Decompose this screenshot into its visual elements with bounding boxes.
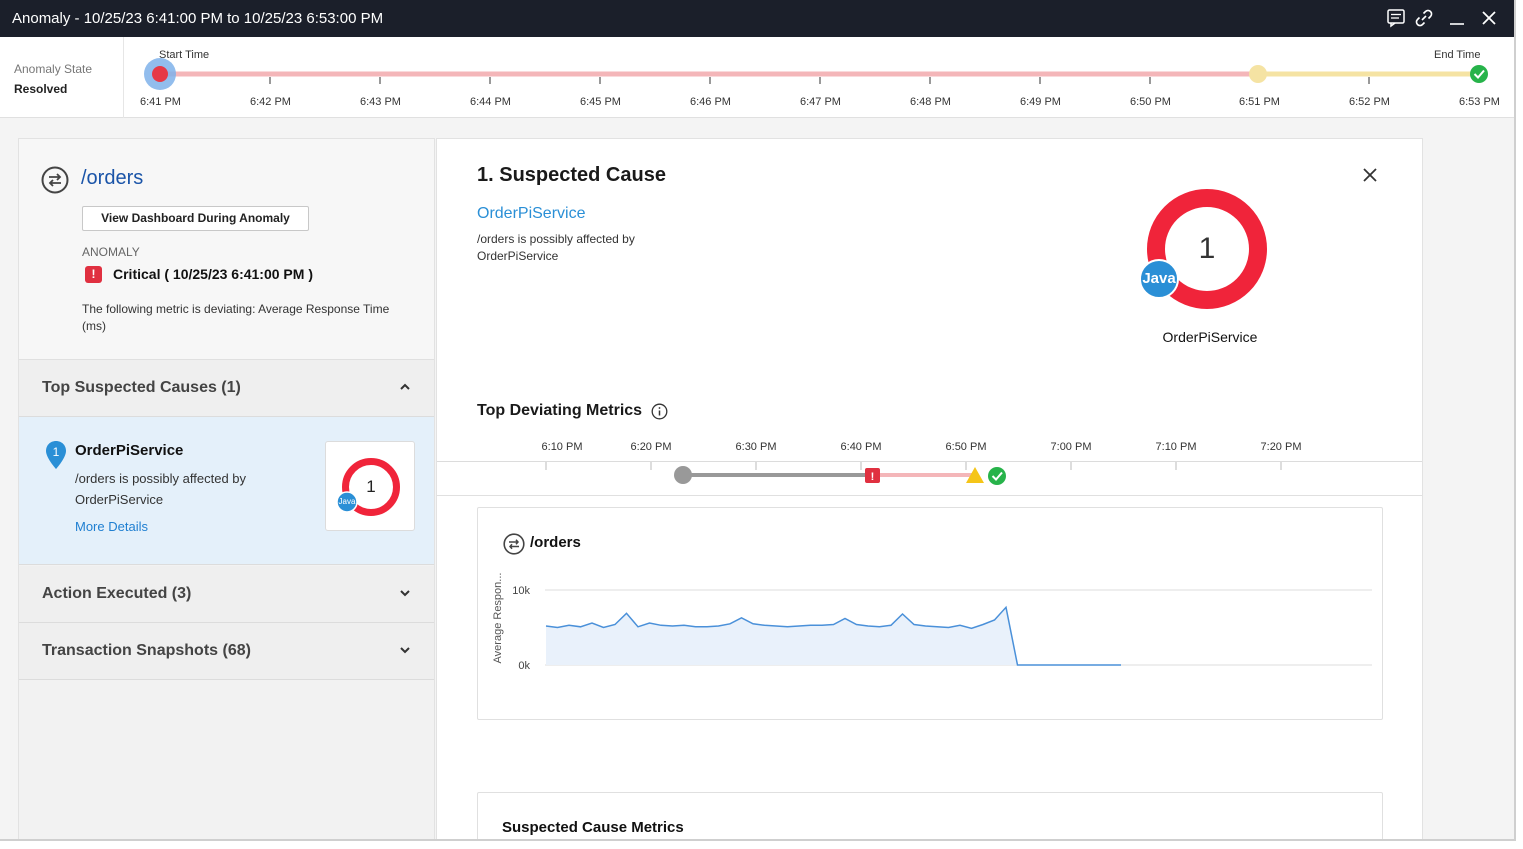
critical-marker [865,468,880,483]
top-deviating-metrics-title: Top Deviating Metrics [477,402,643,419]
service-donut-label: OrderPiService [1162,329,1258,345]
section-label: Action Executed (3) [42,585,192,602]
close-icon[interactable] [1361,166,1379,184]
top-suspected-causes-section[interactable]: Top Suspected Causes (1) [19,360,434,417]
window-title: Anomaly - 10/25/23 6:41:00 PM to 10/25/2… [12,10,384,27]
suspected-cause-card[interactable]: 1 OrderPiService /orders is possibly aff… [19,417,434,565]
view-dashboard-button[interactable]: View Dashboard During Anomaly [82,206,309,231]
warning-marker [1249,65,1267,83]
deviating-metric-text: The following metric is deviating: Avera… [82,302,390,333]
anomaly-state: Anomaly State Resolved [0,37,124,118]
deviating-time-axis: 6:10 PM 6:20 PM 6:30 PM 6:40 PM 6:50 PM … [437,441,1422,461]
action-executed-section[interactable]: Action Executed (3) [19,566,434,623]
java-badge: Java [1142,270,1176,287]
service-donut-count: 1 [1198,232,1216,265]
end-ok-marker [1470,65,1488,83]
end-time-caption: End Time [1434,49,1481,61]
java-badge: Java [338,497,356,506]
section-label: Transaction Snapshots (68) [42,642,251,659]
metric-chart-card: /orders Average Respon... 10k 0k [477,507,1383,720]
section-label: Top Suspected Causes (1) [42,379,241,396]
timeline-tick: 6:53 PM [1459,96,1500,108]
suspected-cause-title: 1. Suspected Cause [477,164,666,186]
y-axis-label: Average Respon... [492,573,504,664]
timeline-tick: 6:44 PM [470,96,511,108]
close-window-icon[interactable] [1479,8,1499,28]
anomaly-state-value: Resolved [14,82,68,96]
chevron-down-icon[interactable] [398,586,412,600]
cause-description: /orders is possibly affected by OrderPiS… [75,471,247,507]
timeline-tick: 6:47 PM [800,96,841,108]
timeline-tick: 6:49 PM [1020,96,1061,108]
series-line [545,605,1121,666]
suspected-cause-metrics-card: Suspected Cause Metrics [477,792,1383,839]
range-start-handle [674,466,692,484]
time-tick: 6:40 PM [840,441,882,453]
right-panel: 1. Suspected Cause OrderPiService /order… [436,138,1423,839]
time-tick: 6:30 PM [735,441,777,453]
comment-icon[interactable] [1386,8,1406,28]
link-icon[interactable] [1414,8,1434,28]
title-bar: Anomaly - 10/25/23 6:41:00 PM to 10/25/2… [0,0,1514,37]
entity-header: /orders View Dashboard During Anomaly AN… [19,139,434,360]
timeline-tick: 6:41 PM [140,96,181,108]
series-area [546,607,1121,665]
timeline-tick: 6:51 PM [1239,96,1280,108]
response-time-chart: Average Respon... 10k 0k [492,573,1372,672]
time-tick: 6:10 PM [541,441,583,453]
anomaly-timeline: Anomaly State Resolved Start Time End Ti… [0,37,1514,118]
business-transaction-icon [503,533,525,555]
cause-donut [336,458,400,516]
svg-text:!: ! [871,471,875,483]
suspected-cause-metrics-title: Suspected Cause Metrics [502,819,684,836]
deviating-timeline: ! [545,462,1282,485]
severity-text: Critical ( 10/25/23 6:41:00 PM ) [113,266,313,282]
chevron-down-icon[interactable] [398,643,412,657]
y-tick-label: 10k [512,585,530,597]
minimize-icon[interactable] [1447,8,1467,28]
cause-donut-count: 1 [366,477,376,496]
service-donut[interactable]: 1 Java [1137,184,1277,324]
time-tick: 6:50 PM [945,441,987,453]
time-tick: 7:20 PM [1260,441,1302,453]
time-tick: 7:00 PM [1050,441,1092,453]
chart-title: /orders [530,534,581,551]
timeline-tick: 6:48 PM [910,96,951,108]
critical-icon: ! [85,266,102,283]
y-tick-label: 0k [518,660,530,672]
timeline-tick: 6:42 PM [250,96,291,108]
axis-line [437,461,1422,462]
resolved-marker [988,467,1006,485]
cause-donut-tile[interactable]: 1 Java [325,441,415,531]
business-transaction-icon [41,166,69,194]
time-tick: 7:10 PM [1155,441,1197,453]
anomaly-state-label: Anomaly State [14,62,93,76]
cause-name: OrderPiService [75,442,184,459]
timeline-tick: 6:46 PM [690,96,731,108]
divider [437,495,1422,496]
timeline-tick: 6:50 PM [1130,96,1171,108]
timeline-tick: 6:43 PM [360,96,401,108]
cause-description: /orders is possibly affected by OrderPiS… [477,232,635,263]
service-donut-ring [1139,189,1267,309]
entity-title: /orders [81,167,144,189]
left-panel: /orders View Dashboard During Anomaly AN… [18,138,435,839]
transaction-snapshots-section[interactable]: Transaction Snapshots (68) [19,623,434,680]
start-handle [152,66,168,82]
chevron-up-icon[interactable] [398,380,412,394]
start-time-caption: Start Time [159,49,210,61]
timeline-tick: 6:45 PM [580,96,621,108]
info-icon[interactable] [651,403,668,420]
service-link[interactable]: OrderPiService [477,205,586,222]
map-pin-icon [46,441,66,469]
cause-rank: 1 [52,445,60,459]
timeline-track [144,58,1488,90]
more-details-link[interactable]: More Details [75,519,148,534]
warning-marker [966,467,984,483]
time-tick: 6:20 PM [630,441,672,453]
anomaly-label: ANOMALY [82,245,140,259]
timeline-tick: 6:52 PM [1349,96,1390,108]
